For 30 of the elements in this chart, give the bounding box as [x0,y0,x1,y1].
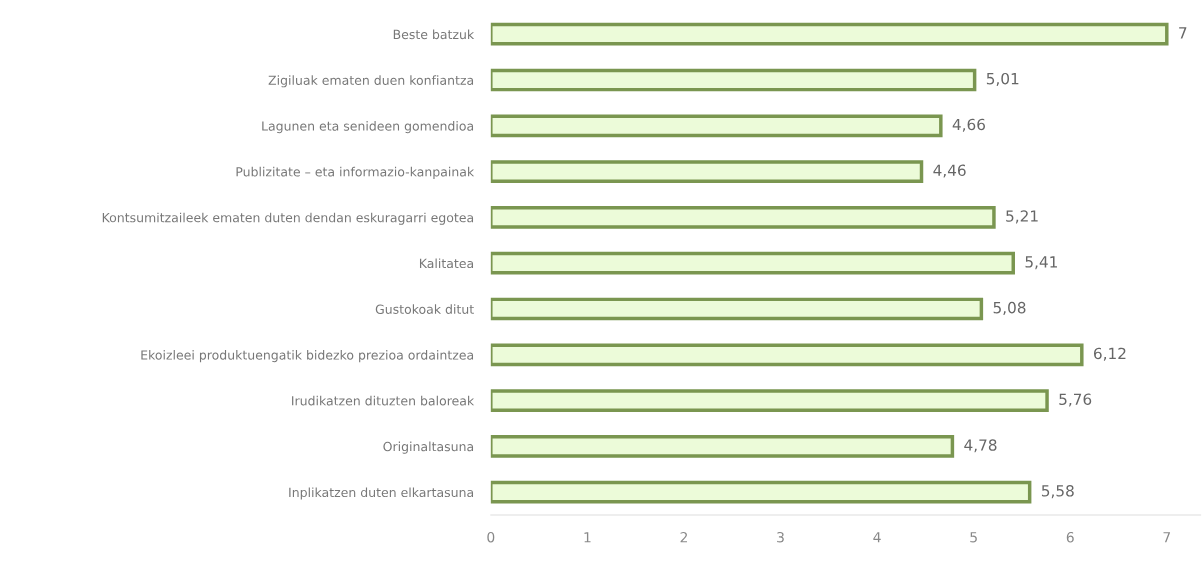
x-tick-label: 4 [873,532,881,543]
data-label: 5,01 [986,72,1019,86]
data-label: 5,76 [1059,393,1092,407]
data-label: 5,41 [1025,256,1057,270]
data-label: 4,78 [964,439,997,453]
x-tick-label: 0 [487,531,495,543]
data-label: 6,12 [1093,347,1126,361]
y-tick-label: Kontsumitzaileek ematen duten dendan eskuragarri egotea [102,212,474,225]
data-label: 4,66 [952,118,985,132]
y-tick-label: Originaltasuna [383,441,474,454]
data-label: 5,21 [1006,210,1038,224]
y-tick-label: Publizitate – eta informazio-kanpainak [236,166,475,179]
y-tick-label: Inplikatzen duten elkartasuna [289,487,474,500]
y-tick-label: Zigiluak ematen duen konfiantza [268,75,474,88]
x-tick-label: 1 [584,532,591,543]
x-tick-label: 6 [1066,531,1074,543]
y-tick-label: Kalitatea [419,258,474,269]
y-tick-label: Ekoizleei produktuengatik bidezko prezioa ordaintzea [141,350,474,363]
data-label: 7 [1179,27,1187,39]
y-tick-label: Irudikatzen dituzten baloreak [292,395,475,406]
y-tick-label: Beste batzuk [393,29,475,40]
data-label: 4,46 [933,164,966,178]
x-tick-label: 3 [777,531,784,543]
y-tick-label: Gustokoak ditut [375,304,474,314]
x-tick-label: 7 [1163,532,1171,543]
y-tick-label: Lagunen eta senideen gomendioa [262,121,474,134]
data-label: 5,58 [1041,485,1074,499]
data-label: 5,08 [993,301,1026,315]
x-tick-label: 5 [970,532,977,543]
x-tick-label: 2 [680,531,687,543]
